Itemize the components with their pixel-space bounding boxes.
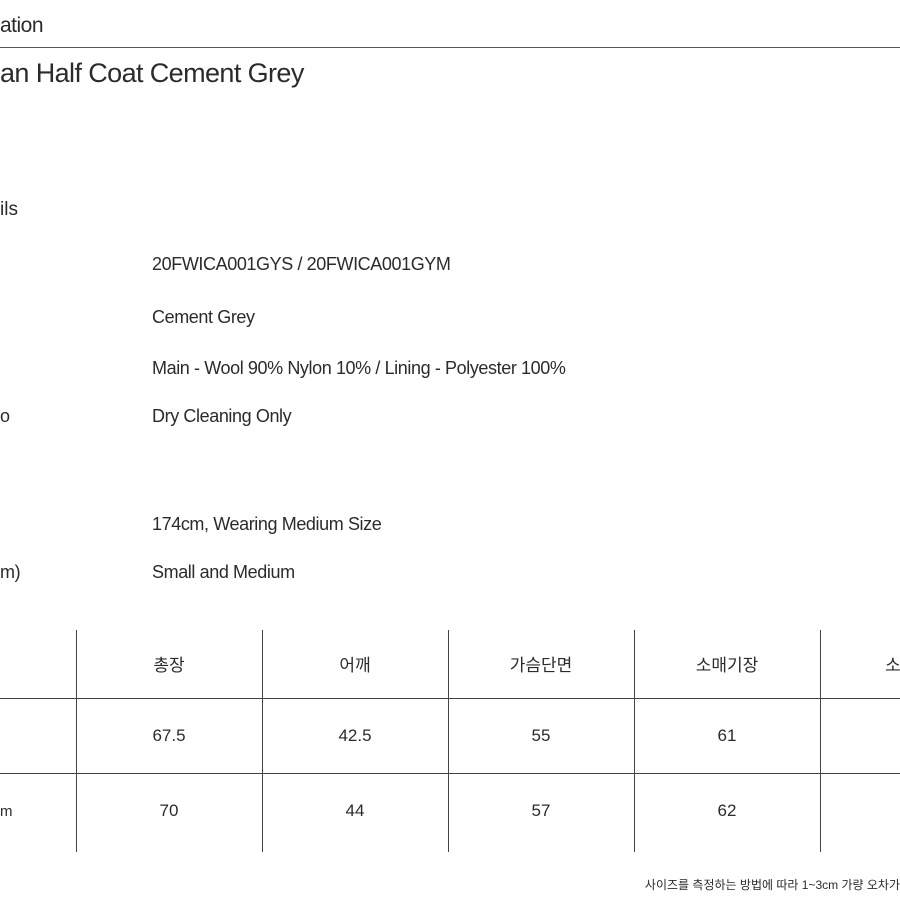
detail-value: 174cm, Wearing Medium Size (152, 514, 382, 534)
table-cell: 70 (159, 801, 179, 820)
table-cell: 57 (531, 801, 551, 820)
table-vline (820, 630, 821, 852)
detail-label: o (0, 406, 10, 426)
detail-label: m) (0, 562, 21, 582)
header-title: ation (0, 14, 44, 37)
detail-value: Cement Grey (152, 307, 255, 327)
table-cell: 42.5 (338, 726, 372, 745)
table-cell: 67.5 (152, 726, 186, 745)
table-header-cell: 총장 (153, 656, 185, 675)
table-header-cell: 어깨 (339, 656, 371, 675)
product-name: an Half Coat Cement Grey (0, 58, 304, 88)
table-hline (0, 698, 900, 699)
table-vline (76, 630, 77, 852)
detail-value: Main - Wool 90% Nylon 10% / Lining - Pol… (152, 358, 566, 378)
table-vline (262, 630, 263, 852)
table-vline (634, 630, 635, 852)
table-cell: 61 (717, 726, 737, 745)
detail-value: Small and Medium (152, 562, 295, 582)
table-header-cell: 소매기장 (695, 656, 759, 675)
section-title: ils (0, 199, 18, 220)
table-header-cell: 가슴단면 (509, 656, 573, 675)
detail-value: 20FWICA001GYS / 20FWICA001GYM (152, 254, 451, 274)
row-label: m (0, 803, 13, 820)
divider (0, 47, 900, 48)
table-cell: 55 (531, 726, 551, 745)
table-hline (0, 773, 900, 774)
table-vline (448, 630, 449, 852)
table-cell: 62 (717, 801, 737, 820)
detail-value: Dry Cleaning Only (152, 406, 292, 426)
table-header-cell: 소 (885, 656, 900, 675)
size-note: 사이즈를 측정하는 방법에 따라 1~3cm 가량 오차가 (644, 878, 900, 892)
table-cell: 44 (345, 801, 365, 820)
